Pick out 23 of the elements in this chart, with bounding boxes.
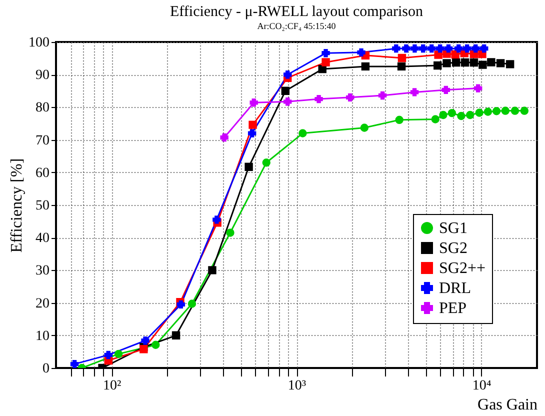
y-tick-label: 70 xyxy=(36,133,50,148)
legend-label: DRL xyxy=(439,280,471,297)
y-tick-label: 90 xyxy=(36,68,50,84)
y-axis-title: Efficiency [%] xyxy=(8,158,26,253)
y-tick-label: 0 xyxy=(42,362,50,376)
legend-label: SG2++ xyxy=(439,260,486,277)
y-tick-label: 20 xyxy=(36,296,50,312)
y-tick-label: 60 xyxy=(36,166,50,181)
y-tick-label: 100 xyxy=(28,36,50,50)
y-tick-label: 80 xyxy=(36,100,50,116)
legend-label: SG1 xyxy=(439,220,468,237)
x-tick-label: 10⁴ xyxy=(472,378,492,394)
y-tick-label: 40 xyxy=(36,231,50,246)
y-tick-label: 30 xyxy=(36,264,50,279)
legend-label: SG2 xyxy=(439,240,468,257)
chart-subtitle: Ar:CO₂:CF₄ 45:15:40 xyxy=(257,21,336,31)
legend-label: PEP xyxy=(439,300,467,317)
y-tick-label: 50 xyxy=(36,198,50,214)
x-tick-label: 10³ xyxy=(288,378,306,394)
chart-title: Efficiency - μ-RWELL layout comparison xyxy=(170,4,424,20)
x-axis-title: Gas Gain xyxy=(478,396,538,414)
y-tick-label: 10 xyxy=(36,328,50,344)
x-tick-label: 10² xyxy=(103,378,122,394)
